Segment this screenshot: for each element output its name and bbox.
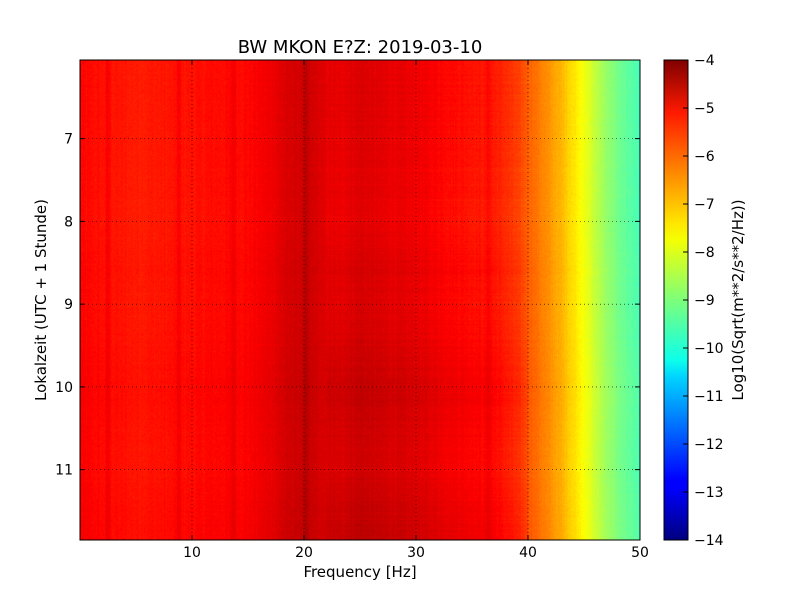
y-tick-label: 9: [64, 297, 73, 313]
colorbar-tick-label: −5: [694, 101, 715, 117]
colorbar-tick-label: −8: [694, 245, 715, 261]
y-tick-label: 8: [64, 214, 73, 230]
colorbar-tick-label: −6: [694, 149, 715, 165]
spectrogram-heatmap: [80, 60, 640, 540]
colorbar-tick-label: −13: [694, 485, 724, 501]
grid-lines: [80, 60, 640, 540]
y-tick-label: 11: [55, 463, 73, 479]
x-tick-label: 50: [631, 545, 649, 561]
x-tick-label: 10: [183, 545, 201, 561]
colorbar-tick-label: −10: [694, 341, 724, 357]
colorbar-ticks: −4 −5 −6 −7 −8 −9 −10 −11 −12 −13 −14: [683, 53, 724, 549]
y-axis-ticks: 7 8 9 10 11: [55, 132, 640, 479]
colorbar-tick-label: −9: [694, 293, 715, 309]
x-tick-label: 30: [407, 545, 425, 561]
colorbar-label: Log10(Sqrt(m**2/s**2/Hz)): [729, 199, 747, 400]
colorbar-tick-label: −7: [694, 197, 715, 213]
chart-title: BW MKON E?Z: 2019-03-10: [238, 37, 483, 58]
colorbar-tick-label: −14: [694, 533, 724, 549]
y-tick-label: 10: [55, 380, 73, 396]
x-tick-label: 40: [519, 545, 537, 561]
colorbar-tick-label: −11: [694, 389, 724, 405]
y-tick-label: 7: [64, 132, 73, 148]
x-tick-label: 20: [295, 545, 313, 561]
x-axis-label: Frequency [Hz]: [303, 563, 416, 581]
x-axis-ticks: 10 20 30 40 50: [183, 60, 649, 561]
colorbar: −4 −5 −6 −7 −8 −9 −10 −11 −12 −13 −14 Log10(Sqrt(m…: [663, 53, 747, 549]
plot-frame: [79, 59, 641, 541]
colorbar-tick-label: −12: [694, 437, 724, 453]
plot-area: 10 20 30 40 50 7 8 9 10 11: [55, 59, 649, 561]
y-axis-label: Lokalzeit (UTC + 1 Stunde): [32, 199, 50, 401]
colorbar-tick-label: −4: [694, 53, 715, 69]
